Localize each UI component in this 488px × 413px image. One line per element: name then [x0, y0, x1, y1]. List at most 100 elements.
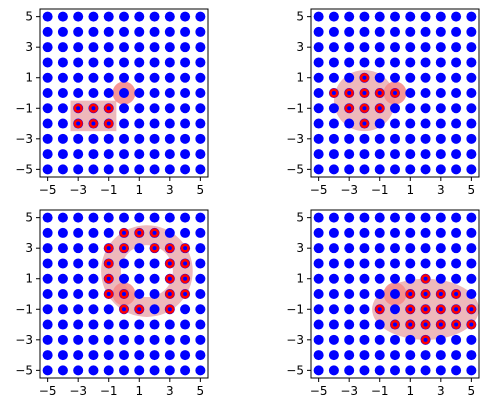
panel-bottom-right: −5 −3 −1 1 3 5 5 3 1 −1 −3 −5: [286, 209, 480, 398]
data-point: [420, 227, 431, 238]
data-point: [88, 319, 99, 330]
highlight-point: [436, 304, 446, 314]
data-point: [451, 11, 462, 22]
data-point: [57, 365, 68, 376]
data-point: [195, 227, 206, 238]
data-point: [195, 149, 206, 160]
data-point: [73, 243, 84, 254]
region-annulus: [101, 225, 193, 317]
x-tick-label: 1: [406, 183, 414, 197]
data-point: [344, 258, 355, 269]
data-point: [57, 118, 68, 129]
highlight-point: [359, 73, 370, 83]
data-point: [119, 57, 129, 68]
y-tick-label: −1: [15, 101, 33, 115]
data-point: [344, 149, 355, 160]
data-point: [420, 42, 431, 53]
highlight-point: [165, 289, 175, 299]
data-point: [359, 57, 370, 68]
data-point: [195, 42, 206, 53]
data-point: [134, 26, 145, 37]
data-point: [405, 350, 416, 361]
highlight-point: [405, 319, 415, 330]
data-point: [390, 212, 400, 223]
data-point: [195, 118, 206, 129]
data-point: [313, 164, 324, 175]
data-point: [374, 350, 385, 361]
axes-frame: [39, 8, 209, 178]
x-tick-label: −5: [310, 183, 328, 197]
data-point: [180, 42, 191, 53]
data-point: [359, 212, 370, 223]
data-point: [42, 57, 53, 68]
data-point: [103, 72, 114, 83]
data-point: [328, 42, 339, 53]
data-point: [435, 57, 446, 68]
data-point: [134, 149, 145, 160]
data-point: [374, 57, 385, 68]
data-point: [73, 133, 84, 144]
data-point: [180, 227, 191, 238]
data-point: [390, 289, 400, 299]
data-point: [103, 26, 114, 37]
data-point: [149, 149, 160, 160]
data-point: [451, 72, 462, 83]
data-point: [195, 243, 206, 254]
highlight-point: [420, 304, 431, 314]
data-point: [313, 258, 324, 269]
data-point: [466, 334, 477, 345]
data-point: [195, 273, 206, 284]
data-point: [57, 227, 68, 238]
x-tick-label: −5: [39, 384, 57, 398]
highlight-point: [436, 319, 446, 330]
data-point: [313, 57, 324, 68]
x-tick-label: 1: [135, 183, 143, 197]
data-point: [435, 11, 446, 22]
data-point: [149, 103, 160, 114]
data-point: [405, 273, 416, 284]
y-tick-label: −5: [286, 363, 304, 377]
highlight-point: [344, 88, 354, 98]
highlight-point: [466, 319, 476, 330]
data-point: [103, 365, 114, 376]
data-point: [435, 227, 446, 238]
data-point: [405, 243, 416, 254]
y-tick-label: −1: [286, 101, 304, 115]
data-point: [134, 57, 145, 68]
data-point: [164, 42, 175, 53]
data-point: [451, 103, 462, 114]
data-point: [451, 365, 462, 376]
highlight-point: [329, 88, 339, 98]
y-tick-label: −5: [15, 363, 33, 377]
data-point: [57, 304, 68, 315]
y-tick-label: 5: [25, 211, 33, 225]
data-point: [149, 11, 160, 22]
data-point: [344, 118, 355, 129]
data-point: [420, 350, 431, 361]
highlight-point: [375, 88, 385, 98]
data-point: [42, 258, 53, 269]
data-point: [328, 227, 339, 238]
data-point: [164, 57, 175, 68]
data-point: [73, 42, 84, 53]
data-point: [435, 118, 446, 129]
data-point: [103, 212, 114, 223]
data-point: [405, 258, 416, 269]
data-point: [134, 273, 145, 284]
data-point: [42, 118, 53, 129]
data-point: [119, 118, 129, 129]
data-point: [359, 350, 370, 361]
y-tick-label: −3: [15, 333, 33, 347]
data-point: [195, 365, 206, 376]
data-point: [313, 26, 324, 37]
data-point: [344, 26, 355, 37]
highlight-point: [390, 319, 400, 330]
data-point: [451, 26, 462, 37]
x-tick-label: 3: [166, 384, 174, 398]
data-point: [451, 350, 462, 361]
data-point: [164, 11, 175, 22]
data-point: [390, 304, 400, 315]
data-point: [57, 88, 68, 98]
data-point: [359, 26, 370, 37]
data-point: [344, 334, 355, 345]
